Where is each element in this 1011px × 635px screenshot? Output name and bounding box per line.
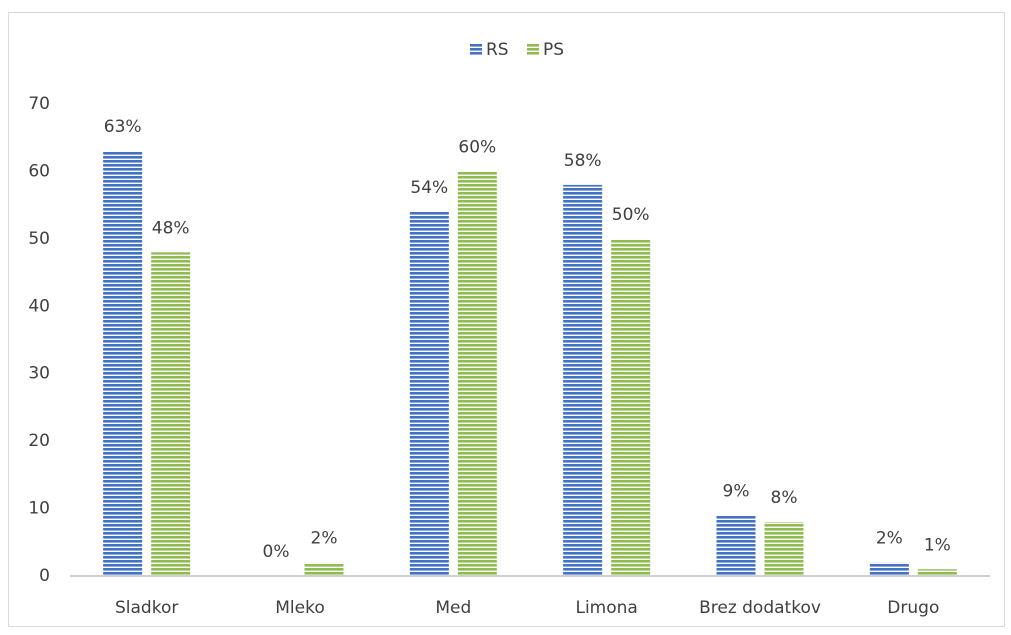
legend-label: PS (543, 40, 564, 60)
x-tick-label: Drugo (887, 598, 939, 618)
value-label: 2% (876, 529, 903, 549)
value-label: 54% (410, 178, 448, 198)
bar (457, 171, 497, 576)
bar (764, 522, 804, 576)
x-tick-label: Limona (575, 598, 637, 618)
value-label: 50% (612, 205, 650, 225)
bar (103, 151, 143, 576)
value-label: 0% (263, 542, 290, 562)
value-label: 1% (924, 535, 951, 555)
bar (917, 569, 957, 576)
y-tick-label: 40 (28, 296, 50, 316)
value-label: 9% (723, 481, 750, 501)
bar (563, 184, 603, 576)
y-tick-label: 50 (28, 229, 50, 249)
y-tick-label: 30 (28, 364, 50, 384)
legend-label: RS (486, 40, 509, 60)
legend-swatch (470, 43, 482, 55)
bar (869, 562, 909, 576)
x-tick-label: Sladkor (115, 598, 178, 618)
value-label: 48% (152, 218, 190, 238)
y-tick-label: 20 (28, 431, 50, 451)
x-tick-label: Mleko (275, 598, 325, 618)
value-label: 60% (458, 137, 496, 157)
x-tick-label: Med (435, 598, 471, 618)
y-tick-label: 10 (28, 499, 50, 519)
y-tick-label: 60 (28, 161, 50, 181)
value-label: 8% (771, 488, 798, 508)
bar (409, 211, 449, 576)
y-tick-label: 70 (28, 94, 50, 114)
value-label: 2% (311, 529, 338, 549)
legend-swatch (527, 43, 539, 55)
value-label: 58% (564, 151, 602, 171)
y-tick-label: 0 (39, 566, 50, 586)
bar (151, 252, 191, 577)
x-tick-label: Brez dodatkov (699, 598, 821, 618)
bar (716, 515, 756, 576)
bar (304, 562, 344, 576)
value-label: 63% (104, 117, 142, 137)
bar (611, 238, 651, 576)
